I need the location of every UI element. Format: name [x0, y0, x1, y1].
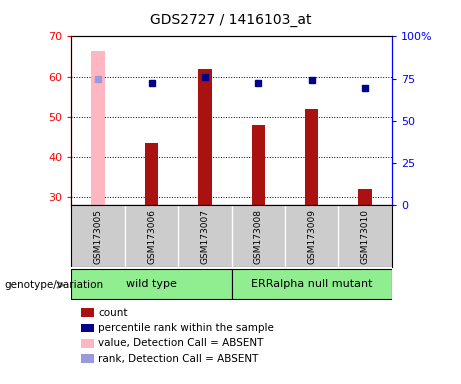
- Text: percentile rank within the sample: percentile rank within the sample: [98, 323, 274, 333]
- Bar: [145, 143, 158, 205]
- Bar: [198, 69, 212, 205]
- Text: GSM173008: GSM173008: [254, 209, 263, 264]
- Bar: [91, 51, 105, 205]
- Text: genotype/variation: genotype/variation: [5, 280, 104, 290]
- Text: ERRalpha null mutant: ERRalpha null mutant: [251, 278, 372, 289]
- Text: GDS2727 / 1416103_at: GDS2727 / 1416103_at: [150, 13, 311, 27]
- Bar: [305, 109, 319, 205]
- Text: rank, Detection Call = ABSENT: rank, Detection Call = ABSENT: [98, 354, 259, 364]
- Text: GSM173006: GSM173006: [147, 209, 156, 264]
- Text: GSM173007: GSM173007: [201, 209, 209, 264]
- FancyBboxPatch shape: [71, 268, 231, 299]
- Text: GSM173005: GSM173005: [94, 209, 103, 264]
- Bar: [359, 189, 372, 205]
- Text: wild type: wild type: [126, 278, 177, 289]
- Text: count: count: [98, 308, 128, 318]
- Bar: [252, 125, 265, 205]
- FancyBboxPatch shape: [231, 268, 392, 299]
- Text: GSM173010: GSM173010: [361, 209, 370, 264]
- Text: value, Detection Call = ABSENT: value, Detection Call = ABSENT: [98, 338, 264, 348]
- Text: GSM173009: GSM173009: [307, 209, 316, 264]
